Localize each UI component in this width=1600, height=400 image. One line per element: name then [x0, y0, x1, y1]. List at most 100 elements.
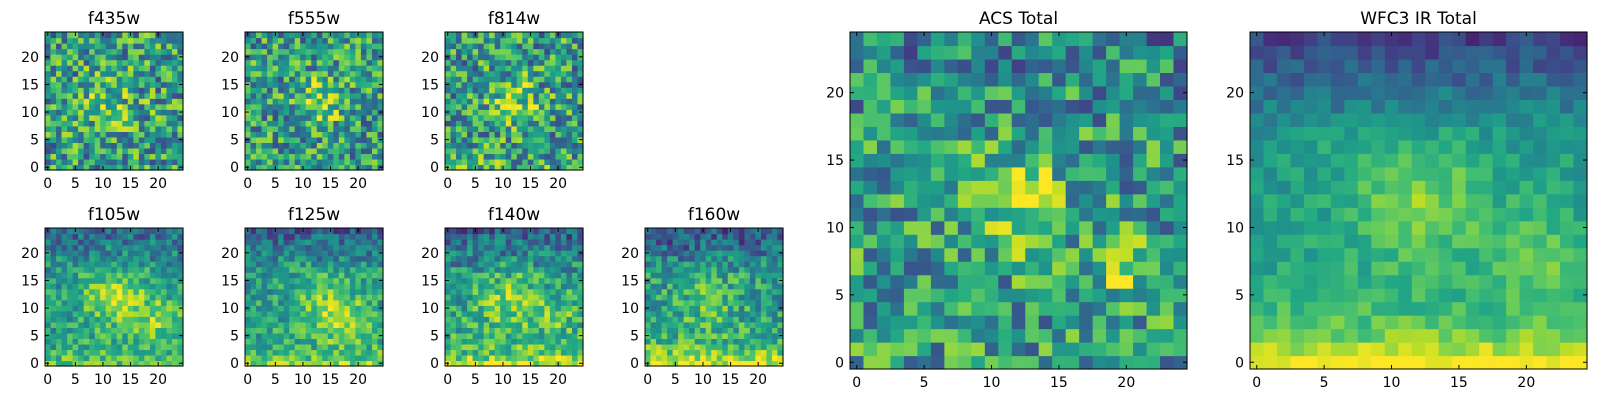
- heatmap-cell: [149, 158, 156, 166]
- heatmap-cell: [333, 261, 340, 268]
- heatmap-cell: [355, 294, 362, 301]
- heatmap-cell: [483, 120, 490, 127]
- heatmap-cell: [366, 316, 373, 323]
- heatmap-cell: [116, 266, 123, 273]
- heatmap-cell: [971, 274, 986, 289]
- heatmap-cell: [72, 343, 79, 351]
- heatmap-cell: [105, 54, 112, 61]
- heatmap-cell: [67, 92, 74, 99]
- heatmap-cell: [305, 338, 312, 345]
- heatmap-cell: [278, 87, 285, 94]
- heatmap-cell: [494, 360, 501, 367]
- axes-frame: [444, 227, 584, 367]
- heatmap-cell: [672, 321, 679, 328]
- heatmap-cell: [355, 343, 362, 351]
- heatmap-cell: [656, 354, 663, 362]
- heatmap-cell: [560, 255, 568, 262]
- heatmap-cell: [538, 59, 545, 66]
- heatmap-cell: [344, 114, 351, 121]
- heatmap-cell: [445, 76, 452, 83]
- heatmap-cell: [661, 283, 668, 290]
- heatmap-cell: [160, 32, 168, 39]
- heatmap-cell: [300, 288, 307, 295]
- heatmap-cell: [272, 142, 279, 149]
- heatmap-cell: [1038, 153, 1053, 168]
- heatmap-cell: [450, 114, 457, 121]
- heatmap-cell: [78, 92, 85, 99]
- heatmap-cell: [316, 250, 323, 257]
- heatmap-cell: [716, 250, 723, 257]
- heatmap-cell: [316, 239, 323, 246]
- heatmap-cell: [771, 233, 779, 240]
- heatmap-cell: [177, 228, 184, 235]
- heatmap-cell: [105, 59, 112, 66]
- heatmap-cell: [483, 332, 490, 339]
- heatmap-cell: [1119, 288, 1134, 303]
- heatmap-cell: [650, 360, 657, 367]
- heatmap-cell: [111, 299, 118, 306]
- heatmap-cell: [300, 59, 307, 66]
- heatmap-cell: [1038, 288, 1053, 303]
- heatmap-cell: [283, 48, 290, 55]
- heatmap-cell: [711, 255, 718, 262]
- heatmap-cell: [1025, 220, 1040, 235]
- heatmap-cell: [755, 277, 762, 284]
- heatmap-cell: [344, 70, 351, 77]
- heatmap-cell: [333, 310, 340, 317]
- heatmap-cell: [494, 266, 501, 273]
- heatmap-cell: [672, 277, 679, 284]
- heatmap-cell: [749, 354, 756, 362]
- x-tick-label: 10: [494, 176, 512, 192]
- heatmap-cell: [984, 261, 999, 276]
- heatmap-cell: [316, 87, 323, 94]
- heatmap-cell: [571, 37, 579, 44]
- heatmap-cell: [755, 288, 762, 295]
- heatmap-cell: [944, 261, 959, 276]
- heatmap-cell: [250, 266, 257, 273]
- heatmap-cell: [67, 32, 74, 39]
- heatmap-cell: [105, 158, 112, 166]
- heatmap-cell: [289, 114, 296, 121]
- heatmap-cell: [727, 305, 734, 312]
- heatmap-cell: [322, 120, 329, 127]
- heatmap-cell: [294, 109, 301, 116]
- heatmap-cell: [500, 338, 507, 345]
- heatmap-cell: [267, 360, 274, 367]
- heatmap-cell: [149, 321, 156, 328]
- heatmap-cell: [94, 87, 101, 94]
- heatmap-cell: [171, 316, 179, 323]
- heatmap-cell: [171, 114, 179, 121]
- heatmap-cell: [344, 244, 351, 251]
- heatmap-cell: [338, 37, 345, 44]
- heatmap-cell: [716, 294, 723, 301]
- heatmap-cell: [261, 98, 268, 105]
- heatmap-cell: [371, 59, 379, 66]
- heatmap-cell: [1052, 220, 1067, 235]
- heatmap-cell: [267, 114, 274, 121]
- heatmap-cell: [1065, 342, 1080, 357]
- heatmap-cell: [278, 338, 285, 345]
- heatmap-cell: [733, 316, 740, 323]
- heatmap-cell: [50, 310, 57, 317]
- heatmap-cell: [272, 43, 279, 50]
- heatmap-cell: [360, 147, 368, 155]
- heatmap-cell: [316, 255, 323, 262]
- heatmap-cell: [716, 288, 723, 295]
- heatmap-cell: [850, 234, 865, 249]
- heatmap-cell: [738, 272, 745, 279]
- heatmap-cell: [445, 87, 452, 94]
- heatmap-cell: [289, 48, 296, 55]
- heatmap-cell: [67, 299, 74, 306]
- heatmap-cell: [930, 193, 945, 208]
- heatmap-cell: [957, 315, 972, 330]
- heatmap-cell: [61, 98, 68, 105]
- heatmap-cell: [122, 43, 129, 50]
- heatmap-cell: [355, 277, 362, 284]
- heatmap-cell: [863, 166, 878, 181]
- heatmap-cell: [522, 158, 529, 166]
- heatmap-cell: [272, 120, 279, 127]
- heatmap-cell: [56, 277, 63, 284]
- heatmap-cell: [549, 87, 556, 94]
- heatmap-cell: [483, 54, 490, 61]
- heatmap-cell: [100, 277, 107, 284]
